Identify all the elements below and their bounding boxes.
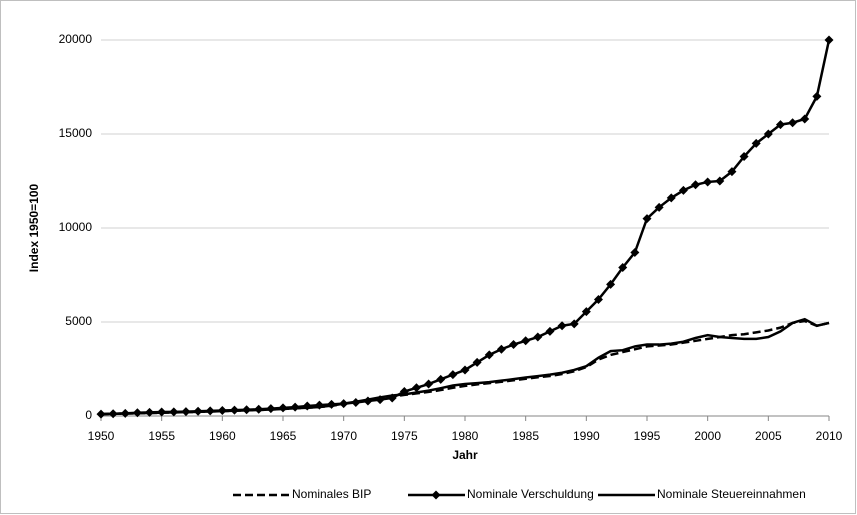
marker — [496, 344, 506, 354]
marker — [630, 247, 640, 257]
marker — [800, 114, 810, 124]
legend-marker — [431, 490, 441, 500]
y-axis-label: Index 1950=100 — [27, 183, 41, 272]
x-axis-label: Jahr — [452, 448, 478, 462]
marker — [824, 35, 834, 45]
marker — [484, 350, 494, 360]
marker — [411, 383, 421, 393]
x-tick-label: 1970 — [330, 429, 357, 443]
x-tick-label: 2005 — [755, 429, 782, 443]
y-tick-label: 20000 — [59, 32, 93, 46]
marker — [569, 319, 579, 329]
marker — [436, 374, 446, 384]
marker — [678, 185, 688, 195]
marker — [545, 326, 555, 336]
x-tick-label: 1950 — [88, 429, 115, 443]
marker — [739, 152, 749, 162]
marker — [533, 332, 543, 342]
y-tick-label: 0 — [85, 408, 92, 422]
series-line — [100, 317, 830, 416]
marker — [727, 167, 737, 177]
marker — [763, 129, 773, 139]
x-tick-label: 1990 — [573, 429, 600, 443]
marker — [606, 279, 616, 289]
x-tick-label: 1995 — [634, 429, 661, 443]
marker — [812, 91, 822, 101]
x-tick-label: 1965 — [270, 429, 297, 443]
marker — [618, 262, 628, 272]
marker — [557, 321, 567, 331]
x-tick-label: 2010 — [816, 429, 843, 443]
x-tick-label: 2000 — [694, 429, 721, 443]
marker — [715, 176, 725, 186]
marker — [424, 379, 434, 389]
marker — [593, 294, 603, 304]
x-tick-label: 1960 — [209, 429, 236, 443]
marker — [788, 118, 798, 128]
y-tick-label: 10000 — [59, 220, 93, 234]
marker — [691, 180, 701, 190]
marker — [642, 214, 652, 224]
marker — [460, 365, 470, 375]
marker — [509, 340, 519, 350]
x-tick-label: 1980 — [452, 429, 479, 443]
legend-label: Nominale Verschuldung — [467, 487, 594, 501]
marker — [775, 120, 785, 130]
y-tick-label: 5000 — [65, 314, 92, 328]
marker — [448, 370, 458, 380]
marker — [472, 357, 482, 367]
x-tick-label: 1955 — [148, 429, 175, 443]
marker — [521, 336, 531, 346]
y-tick-label: 15000 — [59, 126, 93, 140]
marker — [581, 307, 591, 317]
marker — [703, 177, 713, 187]
legend-label: Nominales BIP — [292, 487, 371, 501]
marker — [654, 202, 664, 212]
legend-label: Nominale Steuereinnahmen — [657, 487, 806, 501]
marker — [666, 193, 676, 203]
x-tick-label: 1985 — [512, 429, 539, 443]
marker — [751, 138, 761, 148]
x-tick-label: 1975 — [391, 429, 418, 443]
